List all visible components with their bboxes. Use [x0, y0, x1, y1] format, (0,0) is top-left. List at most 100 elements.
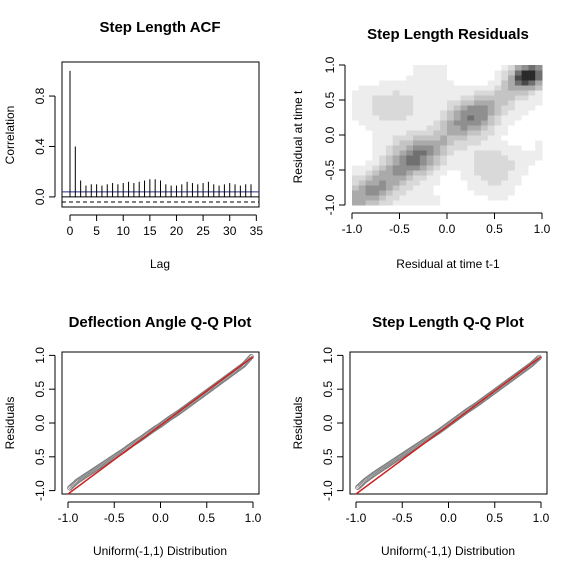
heatmap-cell: [487, 175, 495, 181]
heatmap-cell: [365, 110, 373, 116]
heatmap-cell: [447, 155, 455, 161]
y-tick-label: 0.0: [323, 126, 337, 143]
heatmap-cell: [514, 160, 523, 166]
heatmap-cell: [480, 120, 489, 126]
heatmap-cell: [385, 80, 394, 86]
heatmap-cell: [453, 75, 462, 81]
heatmap-cell: [514, 115, 523, 121]
heatmap-cell: [453, 70, 462, 76]
heatmap-cell: [358, 130, 367, 136]
heatmap-cell: [474, 135, 482, 141]
heatmap-cell: [399, 175, 407, 181]
heatmap-cell: [419, 125, 428, 131]
heatmap-cell: [413, 135, 421, 141]
heatmap-cell: [399, 70, 407, 76]
heatmap-cell: [392, 150, 400, 156]
heatmap-cell: [521, 185, 529, 191]
heatmap-cell: [406, 100, 414, 106]
heatmap-cell: [467, 155, 475, 161]
heatmap-cell: [453, 125, 462, 131]
heatmap-cell: [480, 145, 489, 151]
heatmap-cell: [433, 115, 441, 121]
heatmap-cell: [535, 200, 543, 206]
heatmap-cell: [501, 165, 509, 171]
heatmap-cell: [379, 145, 387, 151]
heatmap-cell: [467, 145, 475, 151]
heatmap-cell: [447, 165, 455, 171]
heatmap-cell: [474, 115, 482, 121]
heatmap-cell: [392, 105, 400, 111]
heatmap-cell: [413, 100, 421, 106]
heatmap-cell: [358, 165, 367, 171]
heatmap-cell: [392, 185, 400, 191]
heatmap-cell: [467, 80, 475, 86]
heatmap-cell: [521, 120, 529, 126]
heatmap-cell: [514, 175, 523, 181]
heatmap-cell: [467, 185, 475, 191]
heatmap-cell: [385, 90, 394, 96]
heatmap-cell: [487, 130, 495, 136]
heatmap-cell: [413, 185, 421, 191]
heatmap-cell: [494, 150, 502, 156]
heatmap-cell: [413, 200, 421, 206]
heatmap-cell: [487, 110, 495, 116]
heatmap-cell: [399, 200, 407, 206]
heatmap-cell: [460, 120, 468, 126]
heatmap-cell: [453, 150, 462, 156]
heatmap-cell: [528, 95, 536, 101]
heatmap-cell: [460, 165, 468, 171]
heatmap-cell: [385, 165, 394, 171]
heatmap-cell: [494, 100, 502, 106]
heatmap-cell: [392, 70, 400, 76]
heatmap-cell: [494, 145, 502, 151]
heatmap-cell: [419, 80, 428, 86]
heatmap-cell: [379, 90, 387, 96]
heatmap-cell: [480, 190, 489, 196]
heatmap-cell: [447, 145, 455, 151]
heatmap-cell: [385, 200, 394, 206]
heatmap-cell: [433, 180, 441, 186]
heatmap-cell: [514, 135, 523, 141]
heatmap-cell: [480, 185, 489, 191]
heatmap-cell: [419, 140, 428, 146]
heatmap-cell: [453, 115, 462, 121]
heatmap-cell: [514, 105, 523, 111]
heatmap-cell: [487, 115, 495, 121]
heatmap-cell: [474, 85, 482, 91]
heatmap-cell: [358, 195, 367, 201]
heatmap-cell: [399, 85, 407, 91]
heatmap-cell: [426, 125, 434, 131]
heatmap-cell: [406, 155, 414, 161]
heatmap-cell: [433, 95, 441, 101]
heatmap-cell: [399, 75, 407, 81]
acf-xlabel: Lag: [150, 257, 170, 271]
heatmap-cell: [426, 110, 434, 116]
heatmap-cell: [508, 70, 516, 76]
heatmap-cell: [521, 195, 529, 201]
heatmap-cell: [460, 105, 468, 111]
heatmap-cell: [406, 110, 414, 116]
heatmap-cell: [440, 100, 448, 106]
x-tick-label: 0: [67, 224, 74, 238]
heatmap-cell: [358, 95, 367, 101]
heatmap-cell: [521, 80, 529, 86]
y-tick-label: 0.5: [33, 381, 47, 398]
heatmap-cell: [440, 85, 448, 91]
heatmap-cell: [413, 65, 421, 71]
y-tick-label: -1.0: [321, 480, 335, 501]
heatmap-cell: [413, 95, 421, 101]
heatmap-cell: [453, 190, 462, 196]
heatmap-cell: [379, 115, 387, 121]
heatmap-cell: [480, 85, 489, 91]
heatmap-cell: [494, 170, 502, 176]
heatmap-cell: [508, 85, 516, 91]
heatmap-cell: [379, 75, 387, 81]
heatmap-cell: [501, 145, 509, 151]
heatmap-cell: [508, 110, 516, 116]
heatmap-cell: [426, 105, 434, 111]
heatmap-cell: [433, 160, 441, 166]
heatmap-cell: [365, 170, 373, 176]
heatmap-cell: [433, 120, 441, 126]
heatmap-cell: [426, 200, 434, 206]
heatmap-cell: [487, 70, 495, 76]
